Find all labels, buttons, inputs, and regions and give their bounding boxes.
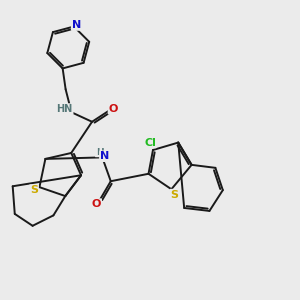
Text: H: H [96,148,103,157]
Text: O: O [109,104,118,114]
Text: O: O [92,199,101,209]
Text: N: N [100,151,109,161]
Text: S: S [170,190,178,200]
Text: S: S [30,185,38,195]
Text: HN: HN [57,104,73,114]
Text: N: N [72,20,81,30]
Text: Cl: Cl [144,138,156,148]
